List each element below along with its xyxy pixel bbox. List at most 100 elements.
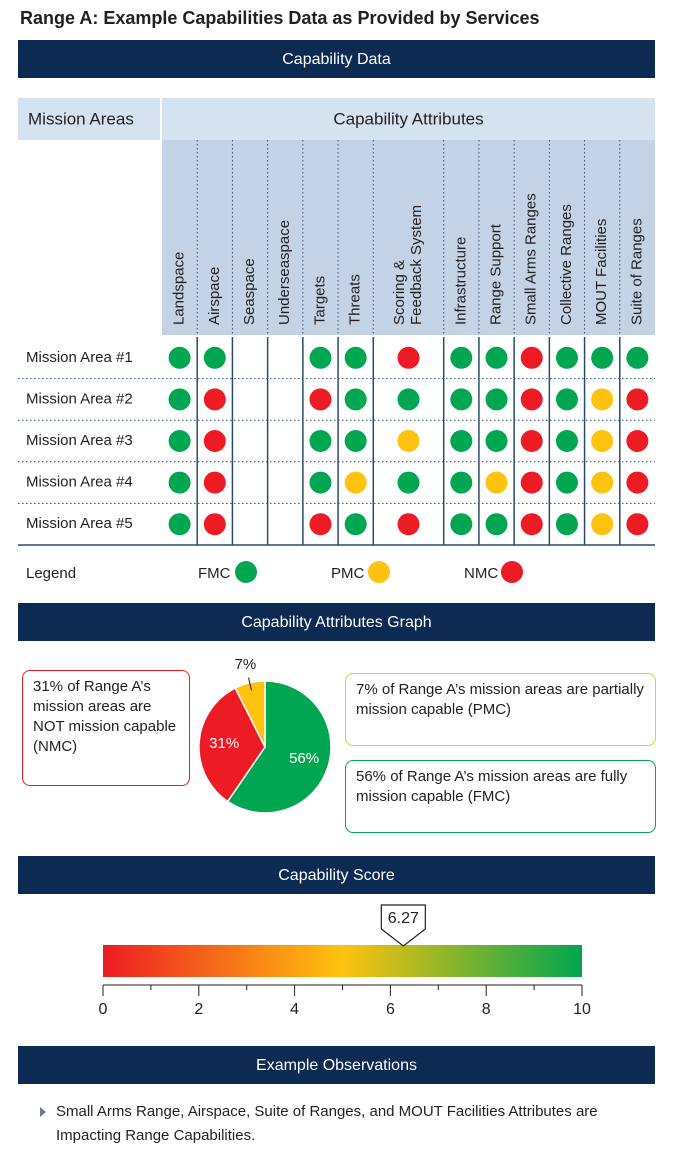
status-dot (485, 513, 508, 536)
status-dot (555, 471, 578, 494)
tick-label: 0 (99, 1001, 108, 1018)
status-dot (520, 471, 543, 494)
tick-label: 8 (482, 1001, 491, 1018)
attribute-label: Landspace (171, 252, 188, 325)
attribute-label: Underseaspace (276, 220, 293, 325)
status-dot (344, 430, 367, 452)
status-dot (450, 513, 473, 536)
callout-nmc: 31% of Range A’s mission areas are NOT m… (22, 670, 190, 786)
status-dot (397, 346, 420, 369)
status-dot (344, 346, 367, 369)
status-dot (203, 388, 226, 411)
status-dot (485, 471, 508, 494)
status-dot (450, 388, 473, 411)
status-dot (555, 346, 578, 369)
status-dot (555, 388, 578, 411)
section-title: Capability Attributes Graph (241, 614, 431, 631)
legend-dot (501, 561, 523, 583)
status-dot (520, 430, 543, 452)
leader-line (247, 677, 253, 691)
status-dot (591, 513, 614, 536)
row-label: Mission Area #1 (26, 349, 133, 366)
callout-pmc: 7% of Range A’s mission areas are partia… (345, 673, 656, 746)
attributes-label: Capability Attributes (333, 109, 483, 128)
tick-label: 6 (386, 1001, 395, 1018)
status-dot (450, 430, 473, 452)
legend-dot (235, 561, 257, 583)
row-label: Mission Area #5 (26, 515, 133, 532)
section-title: Example Observations (256, 1057, 417, 1074)
slice-label: 56% (289, 750, 319, 767)
observation-text: Small Arms Range, Airspace, Suite of Ran… (56, 1103, 598, 1144)
legend-name: PMC (331, 565, 365, 582)
status-dot (626, 346, 649, 369)
status-dot (591, 388, 614, 411)
status-dot (168, 388, 191, 411)
attribute-label: Collective Ranges (558, 204, 575, 325)
status-dot (397, 471, 420, 494)
pie-slice (198, 687, 266, 803)
status-dot (309, 471, 332, 494)
status-dot (309, 513, 332, 536)
section-bar (18, 1046, 655, 1084)
attribute-label: Targets (311, 276, 328, 325)
section-bar (18, 856, 655, 894)
status-dot (450, 346, 473, 369)
status-dot (344, 471, 367, 494)
status-dot (203, 513, 226, 536)
status-dot (591, 430, 614, 452)
status-dot (397, 430, 420, 452)
attribute-label: Infrastructure (452, 237, 469, 325)
legend-dot (368, 561, 390, 583)
status-dot (309, 388, 332, 411)
legend-name: FMC (198, 565, 231, 582)
attribute-label: Scoring & (391, 260, 408, 325)
slice-label: 7% (235, 656, 257, 673)
status-dot (520, 513, 543, 536)
score-value: 6.27 (388, 910, 419, 927)
status-dot (591, 346, 614, 369)
status-dot (591, 471, 614, 494)
attribute-header-bg (162, 140, 655, 335)
tick-label: 4 (290, 1001, 299, 1018)
status-dot (555, 430, 578, 452)
status-dot (309, 346, 332, 369)
bullet (40, 1107, 46, 1117)
status-dot (397, 513, 420, 536)
score-bar (103, 945, 582, 977)
row-label: Mission Area #3 (26, 432, 133, 449)
title: Range A: Example Capabilities Data as Pr… (20, 8, 540, 28)
attribute-label: Range Support (488, 223, 505, 325)
status-dot (397, 388, 420, 411)
status-dot (485, 388, 508, 411)
status-dot (626, 513, 649, 536)
attribute-label: Seaspace (241, 258, 258, 325)
status-dot (168, 430, 191, 452)
status-dot (485, 430, 508, 452)
tick-label: 2 (194, 1001, 203, 1018)
status-dot (203, 471, 226, 494)
status-dot (344, 388, 367, 411)
status-dot (309, 430, 332, 452)
mission-areas-label: Mission Areas (28, 109, 134, 128)
status-dot (168, 471, 191, 494)
header-row (18, 98, 655, 140)
attribute-label: Feedback System (408, 205, 425, 325)
status-dot (168, 346, 191, 369)
row-label: Mission Area #4 (26, 474, 133, 491)
status-dot (203, 430, 226, 452)
status-dot (203, 346, 226, 369)
attribute-label: Threats (347, 274, 364, 325)
pie-slice (226, 680, 332, 814)
status-dot (520, 388, 543, 411)
section-bar (18, 40, 655, 78)
status-dot (520, 346, 543, 369)
attribute-label: Small Arms Ranges (523, 193, 540, 325)
status-dot (344, 513, 367, 536)
tick-label: 10 (573, 1001, 591, 1018)
section-bar (18, 603, 655, 641)
status-dot (555, 513, 578, 536)
callout-fmc: 56% of Range A’s mission areas are fully… (345, 760, 656, 833)
